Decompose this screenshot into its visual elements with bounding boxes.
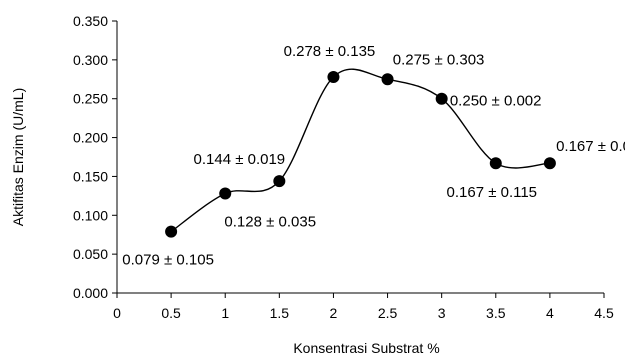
y-tick-label: 0.000 xyxy=(73,285,108,301)
x-tick-label: 2.5 xyxy=(378,305,398,321)
data-label: 0.079 ± 0.105 xyxy=(122,252,214,269)
y-tick-label: 0.350 xyxy=(73,13,108,29)
x-tick-label: 4.5 xyxy=(594,305,614,321)
y-tick-label: 0.150 xyxy=(73,168,108,184)
y-tick-label: 0.250 xyxy=(73,91,108,107)
data-point xyxy=(327,70,340,83)
data-label: 0.275 ± 0.303 xyxy=(393,51,485,68)
x-axis: 0 0.5 1 1.5 2 2.5 3 3.5 4 4.5 xyxy=(113,293,614,321)
data-point xyxy=(543,157,556,170)
x-tick-label: 2 xyxy=(330,305,338,321)
data-label: 0.250 ± 0.002 xyxy=(450,93,542,110)
x-tick-label: 1.5 xyxy=(270,305,290,321)
data-label: 0.128 ± 0.035 xyxy=(224,214,316,231)
data-point xyxy=(381,73,394,86)
y-tick-label: 0.050 xyxy=(73,246,108,262)
y-tick-label: 0.100 xyxy=(73,207,108,223)
data-labels: 0.079 ± 0.105 0.128 ± 0.035 0.144 ± 0.019 0… xyxy=(122,43,625,269)
x-axis-title: Konsentrasi Substrat % xyxy=(293,340,439,356)
y-axis: 0.000 0.050 0.100 0.150 0.200 0.250 0.300 0.350 xyxy=(73,13,117,301)
x-tick-label: 1 xyxy=(221,305,229,321)
data-point xyxy=(219,187,232,200)
data-label: 0.144 ± 0.019 xyxy=(194,151,286,168)
y-tick-label: 0.200 xyxy=(73,130,108,146)
y-tick-label: 0.300 xyxy=(73,52,108,68)
series-line xyxy=(170,68,550,233)
data-point xyxy=(435,92,448,105)
x-tick-label: 3.5 xyxy=(486,305,506,321)
data-label: 0.167 ± 0.058 xyxy=(556,138,625,155)
data-point xyxy=(273,175,286,188)
x-tick-label: 0 xyxy=(113,305,121,321)
data-points xyxy=(165,70,556,238)
x-tick-label: 0.5 xyxy=(161,305,181,321)
y-axis-title: Aktifitas Enzim (U/mL) xyxy=(10,88,26,226)
data-label: 0.167 ± 0.115 xyxy=(447,184,538,201)
data-label: 0.278 ± 0.135 xyxy=(284,43,376,60)
x-tick-label: 3 xyxy=(438,305,446,321)
data-point xyxy=(489,157,502,170)
data-point xyxy=(165,225,178,238)
x-tick-label: 4 xyxy=(546,305,554,321)
